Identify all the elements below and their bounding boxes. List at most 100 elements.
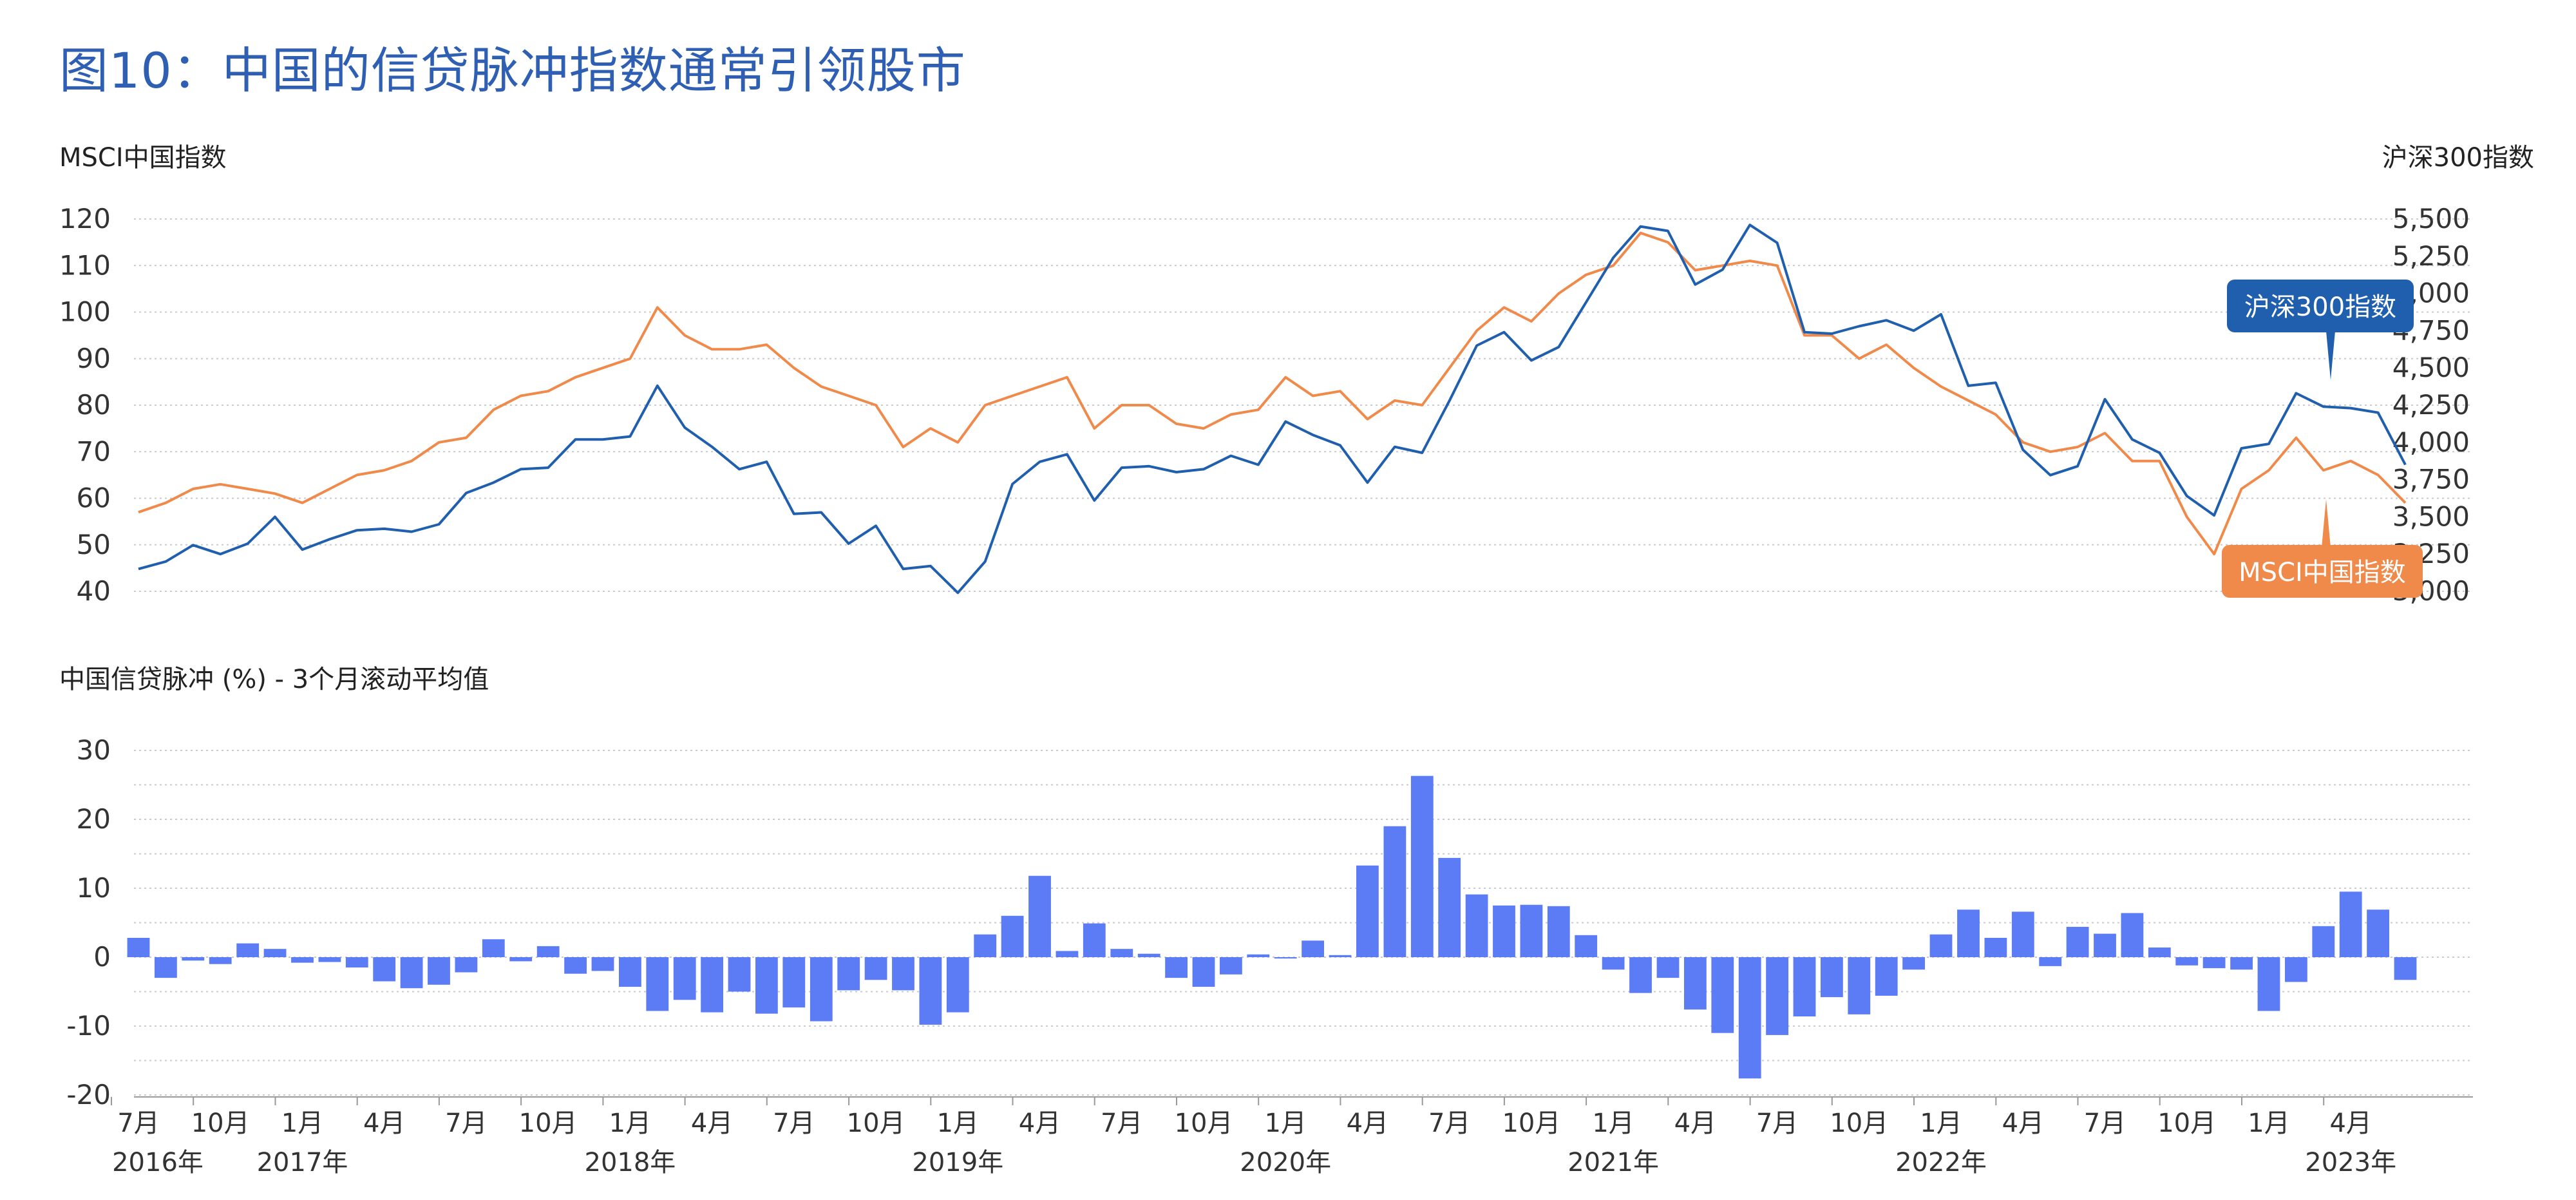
impulse-bar xyxy=(1656,957,1680,978)
impulse-bar xyxy=(155,957,177,978)
left-tick-label: 70 xyxy=(77,435,111,467)
x-tick-month-label: 10月 xyxy=(1175,1109,1233,1138)
x-tick-month-label: 7月 xyxy=(445,1109,487,1138)
impulse-bar xyxy=(864,957,887,980)
right-tick-label: 5,500 xyxy=(2392,203,2470,234)
x-tick-month-label: 10月 xyxy=(1502,1109,1560,1138)
impulse-bar xyxy=(209,957,232,964)
x-tick-month-label: 4月 xyxy=(1674,1109,1716,1138)
impulse-bar xyxy=(1957,910,1980,957)
x-tick-year-label: 2023年 xyxy=(2305,1148,2396,1177)
impulse-bar xyxy=(1929,934,1953,957)
impulse-bar xyxy=(1602,957,1625,970)
impulse-bar xyxy=(1410,776,1434,957)
x-tick-year-label: 2020年 xyxy=(1240,1148,1331,1177)
csi300-callout-label: 沪深300指数 xyxy=(2244,292,2396,322)
x-tick-month-label: 10月 xyxy=(519,1109,578,1138)
csi300-line xyxy=(138,224,2407,595)
x-tick-month-label: 1月 xyxy=(281,1109,323,1138)
impulse-bar xyxy=(1547,906,1570,957)
impulse-bar xyxy=(2121,913,2144,957)
impulse-bar xyxy=(728,957,751,992)
impulse-bar xyxy=(2066,926,2089,957)
impulse-bar xyxy=(1192,957,1215,987)
impulse-bar xyxy=(1329,955,1352,957)
x-tick-month-label: 4月 xyxy=(1347,1109,1388,1138)
impulse-bar xyxy=(2202,957,2226,969)
bar-chart-y-ticks: 30 20 10 0 -10 -20 xyxy=(66,734,111,1110)
impulse-bar xyxy=(1520,904,1543,957)
x-tick-year-label: 2018年 xyxy=(585,1148,676,1177)
impulse-bar xyxy=(1493,905,1515,958)
impulse-bar xyxy=(1848,957,1871,1014)
impulse-bar xyxy=(536,946,560,957)
left-tick-label: 120 xyxy=(59,203,111,234)
x-tick-month-label: 1月 xyxy=(1592,1109,1634,1138)
impulse-bar xyxy=(1083,923,1106,957)
impulse-bar xyxy=(837,957,860,991)
impulse-bar xyxy=(946,957,969,1013)
impulse-bar xyxy=(1629,957,1652,993)
impulse-bar xyxy=(892,957,914,991)
impulse-bar xyxy=(810,957,833,1022)
impulse-bar xyxy=(919,957,942,1025)
impulse-bar xyxy=(236,943,260,957)
msci-china-line xyxy=(138,231,2407,556)
x-tick-month-label: 4月 xyxy=(691,1109,733,1138)
right-tick-label: 4,500 xyxy=(2392,352,2470,383)
impulse-bar xyxy=(564,957,587,974)
impulse-bar xyxy=(1465,894,1488,957)
impulse-bar xyxy=(1302,940,1324,957)
x-tick-year-label: 2021年 xyxy=(1567,1148,1659,1177)
impulse-bar xyxy=(1793,957,1816,1016)
left-tick-label: 40 xyxy=(77,575,111,607)
x-axis-ticks: 7月 10月 1月 4月 7月 10月 1月 4月 7月 10月 1月 4月 7月 10月 1月 4月 7月 10… xyxy=(111,1097,2396,1177)
bar-y-tick-label: -20 xyxy=(66,1079,111,1110)
x-tick-month-label: 7月 xyxy=(1756,1109,1798,1138)
impulse-bar xyxy=(2285,957,2307,982)
left-axis-ticks: 120 110 100 90 80 70 60 50 40 xyxy=(59,203,111,607)
impulse-bar xyxy=(428,957,450,985)
impulse-bar xyxy=(2148,948,2171,957)
x-tick-month-label: 4月 xyxy=(363,1109,405,1138)
impulse-bar xyxy=(400,957,423,989)
impulse-bar xyxy=(2230,957,2253,970)
left-tick-label: 110 xyxy=(59,249,111,281)
impulse-bars xyxy=(127,776,2417,1079)
impulse-bar xyxy=(591,957,614,971)
impulse-bar xyxy=(646,957,669,1011)
impulse-bar xyxy=(701,957,723,1013)
impulse-bar xyxy=(782,957,806,1008)
x-tick-month-label: 1月 xyxy=(1264,1109,1306,1138)
impulse-bar xyxy=(1902,957,1925,970)
impulse-bar xyxy=(1028,875,1051,957)
x-tick-month-label: 4月 xyxy=(1019,1109,1061,1138)
impulse-bar xyxy=(182,957,205,961)
left-tick-label: 100 xyxy=(59,296,111,328)
left-tick-label: 60 xyxy=(77,482,111,514)
x-tick-month-label: 1月 xyxy=(2248,1109,2289,1138)
impulse-bar xyxy=(1165,957,1188,978)
impulse-bar xyxy=(2175,957,2199,966)
impulse-bar xyxy=(1137,953,1160,957)
msci-callout-label: MSCI中国指数 xyxy=(2239,558,2406,587)
x-tick-month-label: 1月 xyxy=(937,1109,979,1138)
impulse-bar xyxy=(263,949,287,957)
impulse-bar xyxy=(1110,949,1133,957)
bar-y-tick-label: -10 xyxy=(66,1010,111,1042)
x-tick-month-label: 7月 xyxy=(773,1109,815,1138)
impulse-bar xyxy=(1984,938,2007,957)
chart-title: 图10：中国的信贷脉冲指数通常引领股市 xyxy=(59,42,966,99)
left-tick-label: 80 xyxy=(77,389,111,421)
impulse-bar xyxy=(1738,957,1761,1079)
impulse-bar xyxy=(974,934,997,957)
x-tick-month-label: 4月 xyxy=(2002,1109,2044,1138)
right-tick-label: 4,250 xyxy=(2392,389,2470,421)
x-tick-year-label: 2022年 xyxy=(1895,1148,1987,1177)
x-tick-year-label: 2019年 xyxy=(912,1148,1003,1177)
right-tick-label: 5,250 xyxy=(2392,240,2470,272)
bar-y-tick-label: 20 xyxy=(77,803,111,835)
impulse-bar xyxy=(345,957,368,967)
impulse-bar xyxy=(1875,957,1898,996)
